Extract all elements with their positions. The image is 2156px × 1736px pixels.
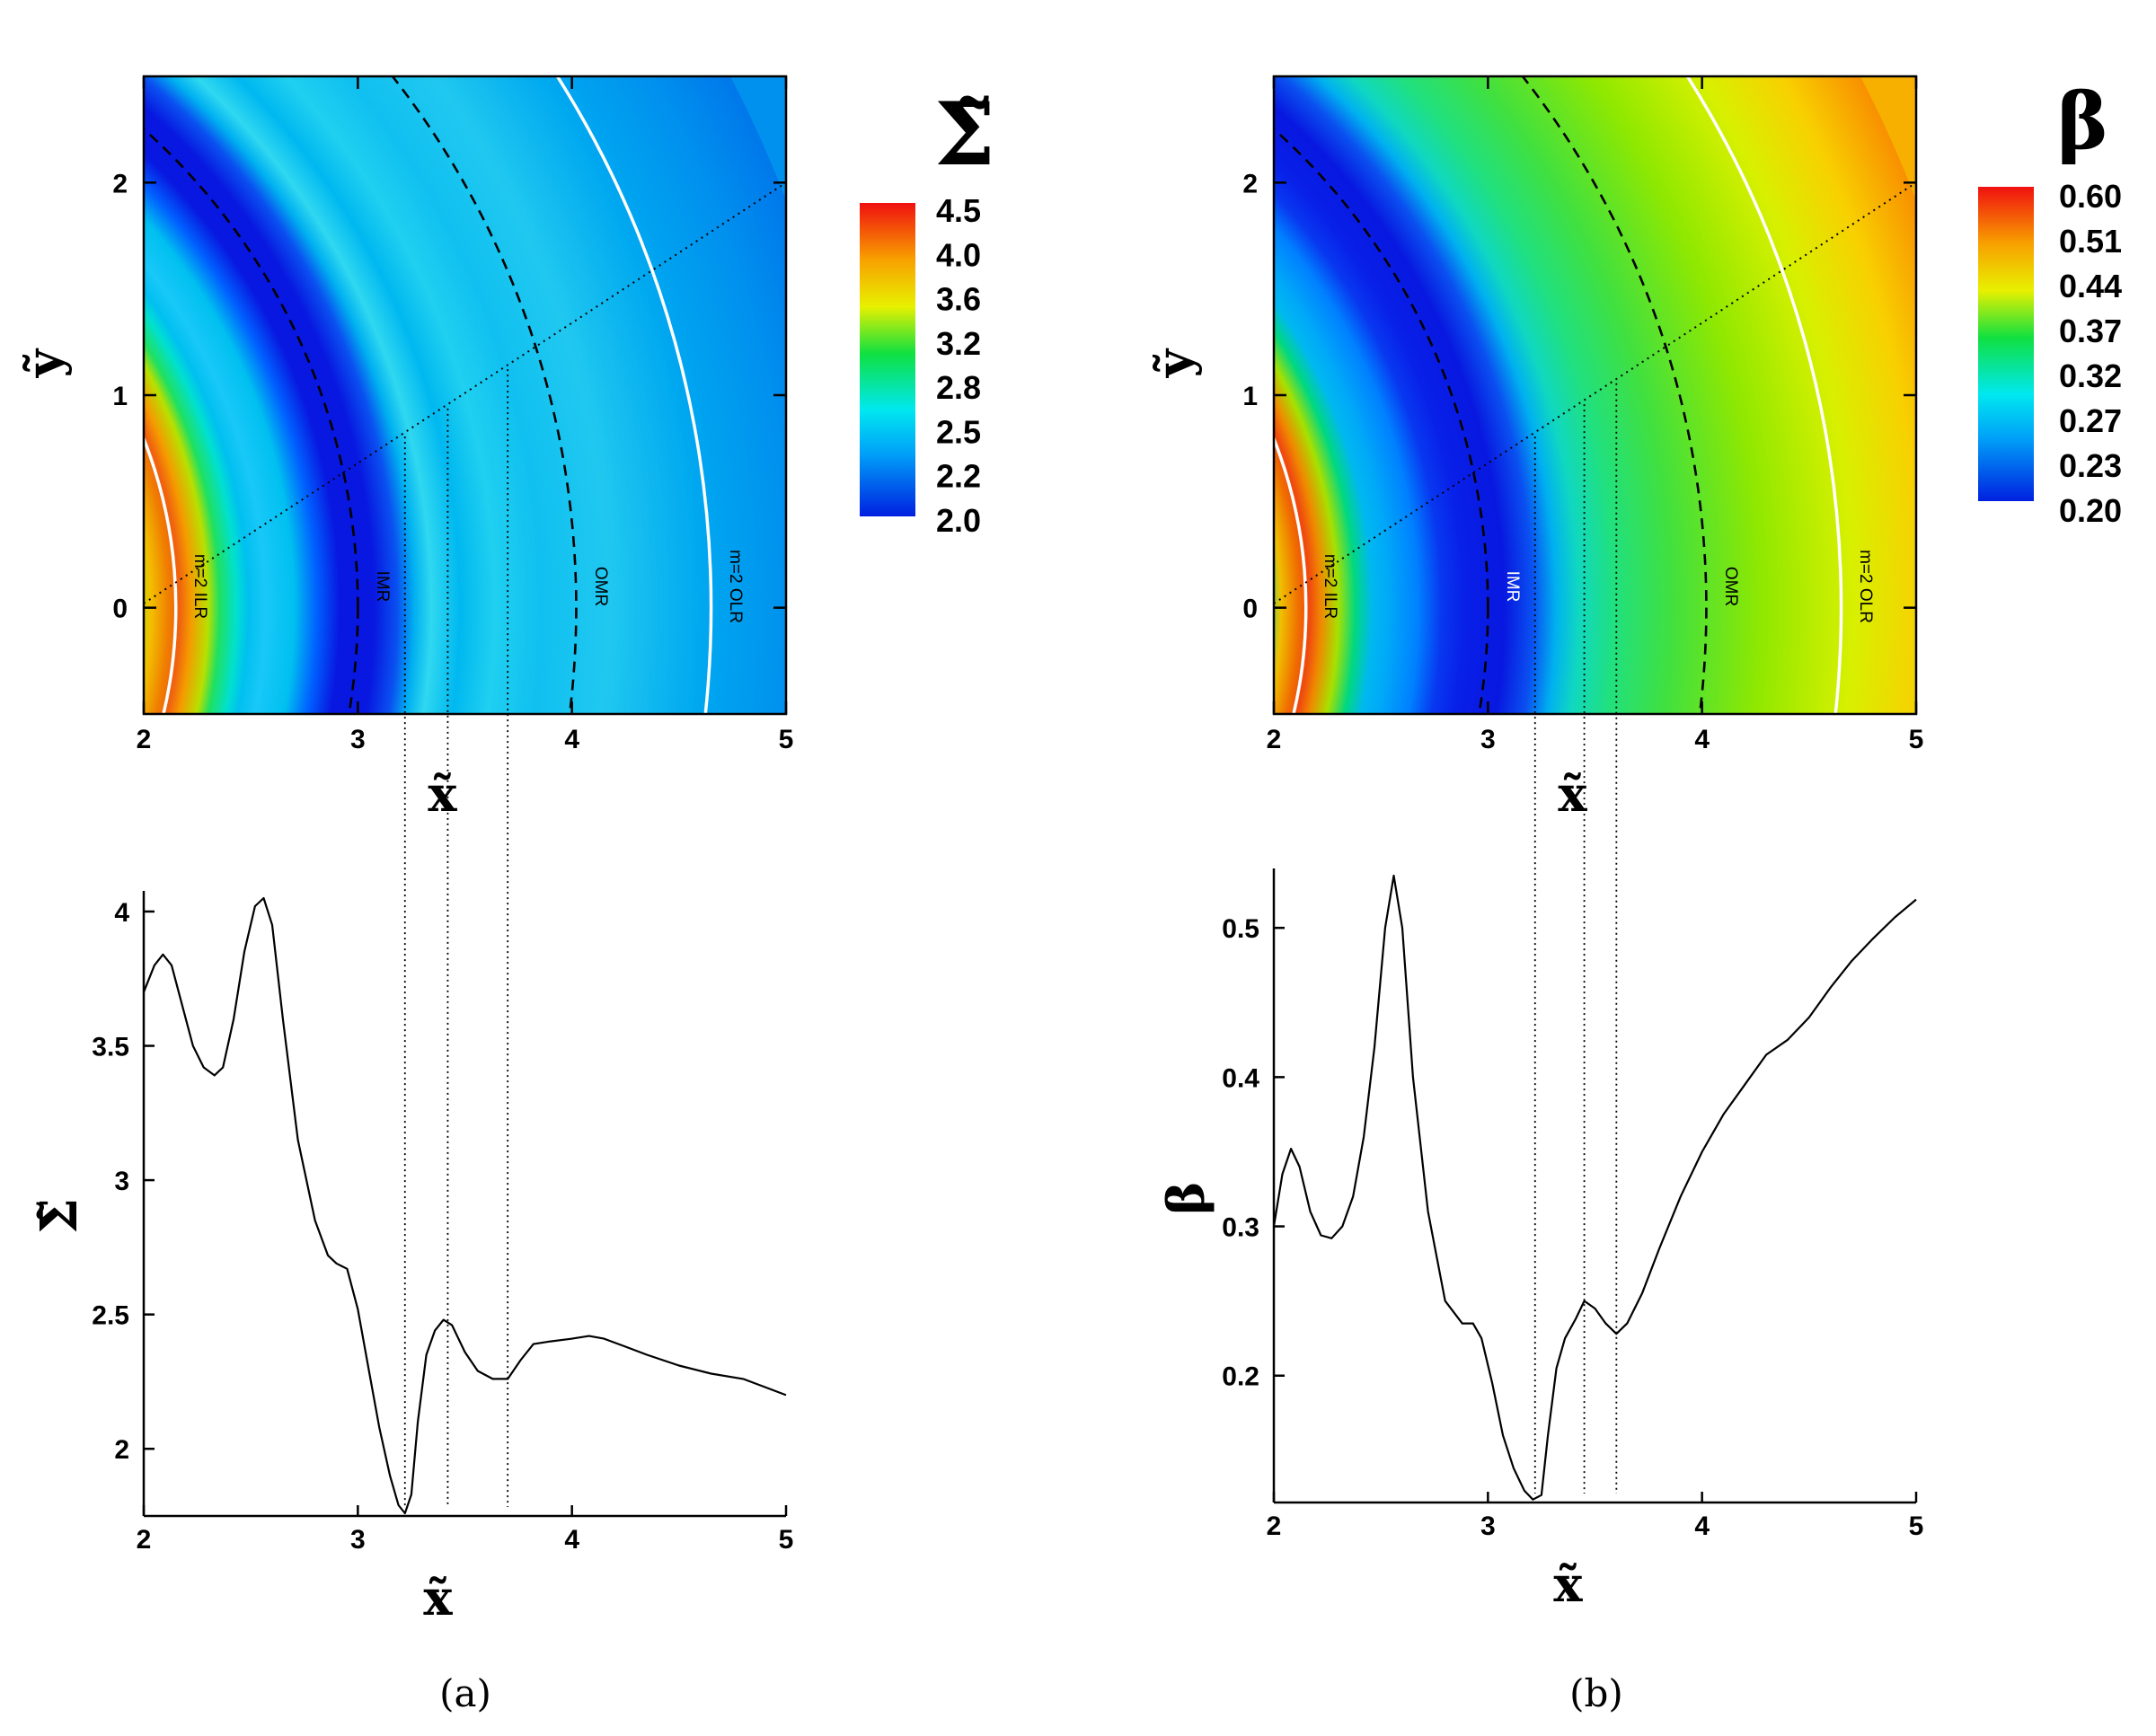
resonance-circle (1521, 76, 1708, 714)
x-tick-label: 4 (1694, 1511, 1710, 1541)
colorbar-b-title: β (2057, 76, 2108, 167)
y-tick-label: 3.5 (92, 1033, 129, 1062)
resonance-label: IMR (1503, 571, 1522, 603)
heatmap-a: m=2 ILR IMR OMR m=2 OLR 2 3 4 5 0 1 2 x̃ ỹ (15, 75, 794, 823)
x-tick-label: 2 (137, 725, 152, 754)
y-tick-label: 1 (1242, 382, 1258, 411)
x-axis-label: x̃ (423, 1569, 453, 1626)
heatmap-b-field (1274, 76, 1916, 714)
resonance-label: IMR (373, 571, 392, 603)
y-axis-label: ỹ (1145, 348, 1203, 378)
colorbar-a-scale (860, 203, 915, 516)
line-plot-b: 2 3 4 5 0.2 0.3 0.4 0.5 x̃ β (1157, 868, 1923, 1613)
heatmap-a-field (144, 76, 786, 714)
caption-b: (b) (1569, 1671, 1623, 1715)
y-axis-label: β (1157, 1181, 1216, 1214)
y-tick-label: 0.4 (1222, 1063, 1259, 1093)
colorbar-tick-label: 0.44 (2059, 268, 2122, 304)
resonance-label: m=2 OLR (1856, 550, 1875, 623)
y-tick-label: 2 (1242, 169, 1258, 198)
y-tick-label: 1 (112, 382, 128, 411)
x-tick-label: 4 (564, 1525, 579, 1555)
y-tick-label: 2.5 (92, 1301, 129, 1331)
colorbar-tick-label: 2.8 (936, 369, 981, 406)
x-tick-label: 2 (1267, 725, 1282, 754)
colorbar-tick-label: 4.5 (936, 192, 981, 229)
colorbar-tick-label: 0.32 (2059, 357, 2122, 394)
colorbar-tick-label: 4.0 (936, 236, 981, 273)
colorbar-tick-label: 0.20 (2059, 492, 2122, 529)
x-tick-label: 4 (1694, 725, 1710, 754)
radial-line (1274, 181, 1916, 604)
colorbar-tick-label: 2.5 (936, 413, 981, 450)
colorbar-tick-label: 3.6 (936, 281, 981, 318)
x-axis-label: x̃ (428, 765, 457, 823)
y-axis-label: ỹ (15, 348, 73, 378)
y-tick-label: 0.5 (1222, 914, 1259, 944)
resonance-label: m=2 ILR (1321, 554, 1339, 619)
colorbar-tick-label: 2.2 (936, 458, 981, 495)
x-axis-label: x̃ (1558, 765, 1587, 823)
colorbar-a-title: Σ̃ (934, 84, 995, 185)
x-tick-label: 2 (1267, 1511, 1282, 1541)
y-tick-label: 2 (112, 169, 128, 198)
x-tick-label: 3 (350, 1525, 366, 1555)
colorbar-tick-label: 0.23 (2059, 447, 2122, 484)
y-tick-label: 0.2 (1222, 1362, 1259, 1392)
caption-a: (a) (439, 1671, 491, 1715)
x-tick-label: 5 (779, 725, 794, 754)
resonance-circle (1685, 76, 1842, 714)
resonance-label: m=2 OLR (726, 550, 745, 623)
resonance-circle (391, 76, 578, 714)
series-line (142, 896, 787, 1515)
marker-lines (403, 369, 1618, 1507)
colorbar-b-scale (1978, 187, 2034, 501)
y-tick-label: 0 (112, 595, 128, 624)
resonance-label: OMR (1721, 567, 1740, 606)
resonance-circle (1274, 435, 1308, 714)
x-tick-label: 3 (350, 725, 366, 754)
x-axis-label: x̃ (1553, 1555, 1583, 1613)
colorbar-tick-label: 0.37 (2059, 313, 2122, 349)
heatmap-b: m=2 ILR IMR OMR m=2 OLR 2 3 4 5 0 1 2 x̃ ỹ (1145, 75, 1924, 823)
resonance-label: m=2 ILR (190, 554, 209, 619)
y-axis-label: Σ̃ (30, 1198, 89, 1234)
y-tick-label: 4 (114, 898, 129, 928)
x-tick-label: 5 (1909, 1511, 1924, 1541)
colorbar-tick-label: 0.27 (2059, 402, 2122, 439)
y-tick-label: 0.3 (1222, 1213, 1259, 1243)
y-tick-label: 2 (114, 1435, 129, 1465)
x-tick-label: 5 (779, 1525, 794, 1555)
y-tick-label: 0 (1242, 595, 1258, 624)
x-tick-label: 4 (564, 725, 579, 754)
colorbar-tick-label: 2.0 (936, 502, 981, 539)
y-tick-label: 3 (114, 1167, 129, 1196)
colorbar-a: Σ̃ 4.5 4.0 3.6 3.2 2.8 2.5 2.2 2.0 (860, 84, 995, 539)
colorbar-tick-label: 0.51 (2059, 223, 2122, 260)
x-tick-label: 3 (1480, 725, 1496, 754)
series-line (1272, 874, 1917, 1501)
colorbar-tick-label: 3.2 (936, 325, 981, 362)
resonance-circle (144, 435, 178, 714)
x-tick-label: 2 (137, 1525, 152, 1555)
resonance-label: OMR (591, 567, 610, 606)
x-tick-label: 5 (1909, 725, 1924, 754)
colorbar-b: β 0.60 0.51 0.44 0.37 0.32 0.27 0.23 0.20 (1978, 76, 2122, 529)
line-plot-a: 2 3 4 5 2 2.5 3 3.5 4 x̃ Σ̃ (30, 891, 793, 1626)
x-tick-label: 3 (1480, 1511, 1496, 1541)
resonance-circle (555, 76, 712, 714)
colorbar-tick-label: 0.60 (2059, 178, 2122, 215)
radial-line (144, 181, 786, 604)
